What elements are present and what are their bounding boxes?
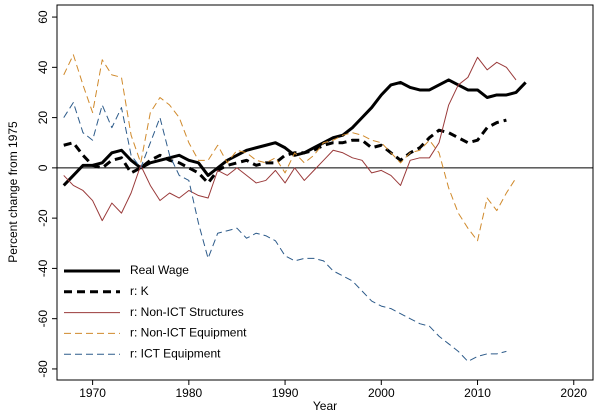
x-axis-label: Year — [313, 399, 337, 413]
legend-label: Real Wage — [130, 263, 189, 277]
y-axis-label: Percent change from 1975 — [6, 121, 20, 263]
series-line — [63, 118, 507, 185]
x-tick-label: 1990 — [272, 386, 299, 400]
plot-frame — [56, 4, 594, 381]
series-line — [63, 54, 517, 242]
x-tick-label: 1980 — [175, 386, 202, 400]
y-tick-label: -40 — [36, 259, 50, 277]
y-tick-label: -60 — [36, 310, 50, 328]
x-tick-label: 2020 — [560, 386, 587, 400]
y-tick-label: -80 — [36, 360, 50, 378]
y-tick-label: 40 — [36, 60, 50, 74]
x-tick-label: 1970 — [79, 386, 106, 400]
x-tick-label: 2010 — [464, 386, 491, 400]
legend-label: r: ICT Equipment — [130, 346, 221, 360]
y-tick-label: 60 — [36, 10, 50, 24]
y-tick-label: -20 — [36, 209, 50, 227]
y-tick-label: 0 — [36, 164, 50, 171]
legend-label: r: Non-ICT Equipment — [130, 326, 247, 340]
series-line — [62, 78, 527, 187]
series-line — [63, 102, 507, 362]
y-tick-label: 20 — [36, 111, 50, 125]
legend-label: r: Non-ICT Structures — [130, 305, 244, 319]
series-line — [63, 56, 517, 222]
legend-label: r: K — [130, 284, 149, 298]
x-tick-label: 2000 — [368, 386, 395, 400]
